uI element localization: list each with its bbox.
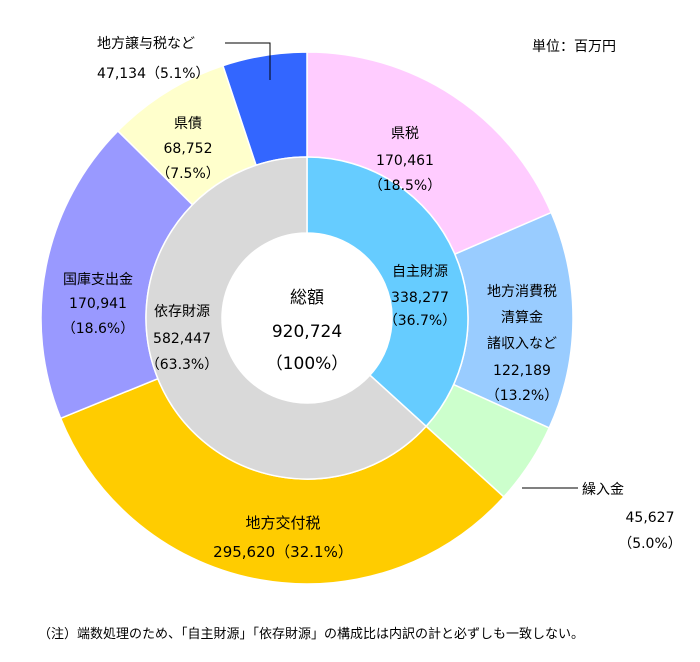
center-hole	[222, 233, 392, 403]
unit-label: 単位：百万円	[532, 39, 616, 55]
outer-value-2: 45,627	[626, 510, 675, 526]
outer-value-1: 122,189	[493, 363, 551, 379]
center-title: 総額	[290, 288, 324, 308]
outer-name-5: 県債	[174, 116, 202, 132]
outer-name-4: 国庫支出金	[63, 271, 133, 288]
outer-value-6: 47,134（5.1%）	[97, 66, 210, 82]
footnote: （注）端数処理のため、「自主財源」「依存財源」の構成比は内訳の計と必ずしも一致し…	[38, 627, 585, 642]
inner-name-1: 依存財源	[154, 304, 210, 320]
outer-ring	[40, 51, 574, 585]
outer-value-3: 295,620（32.1%）	[213, 543, 353, 561]
outer-name-0: 県税	[391, 126, 419, 142]
outer-percent-0: （18.5%）	[369, 178, 441, 194]
outer-name-1c: 諸収入など	[487, 336, 557, 352]
outer-percent-2: （5.0%）	[618, 536, 682, 552]
inner-name-0: 自主財源	[392, 264, 448, 280]
outer-value-5: 68,752	[164, 141, 213, 157]
inner-percent-1: （63.3%）	[146, 357, 218, 373]
outer-name-1a: 地方消費税	[487, 284, 557, 300]
outer-name-2: 繰入金	[582, 482, 624, 498]
center-value: 920,724	[272, 322, 342, 342]
inner-percent-0: （36.7%）	[384, 313, 456, 329]
inner-value-1: 582,447	[153, 331, 211, 347]
slice-labels: 総額 920,724 （100%） 自主財源 338,277 （36.7%） 依存財源 582…	[62, 36, 682, 561]
outer-value-0: 170,461	[376, 153, 434, 169]
outer-percent-5: （7.5%）	[156, 166, 220, 182]
leader-line-jouyozei	[225, 42, 271, 80]
inner-value-0: 338,277	[391, 290, 449, 306]
outer-name-6: 地方譲与税など	[97, 36, 195, 52]
outer-percent-1: （13.2%）	[486, 388, 558, 404]
outer-name-3: 地方交付税	[245, 514, 320, 532]
outer-value-4: 170,941	[69, 296, 127, 312]
center-percent: （100%）	[266, 354, 349, 374]
leader-lines	[225, 42, 578, 489]
outer-percent-4: （18.6%）	[62, 321, 134, 337]
outer-name-1b: 清算金	[501, 310, 543, 326]
